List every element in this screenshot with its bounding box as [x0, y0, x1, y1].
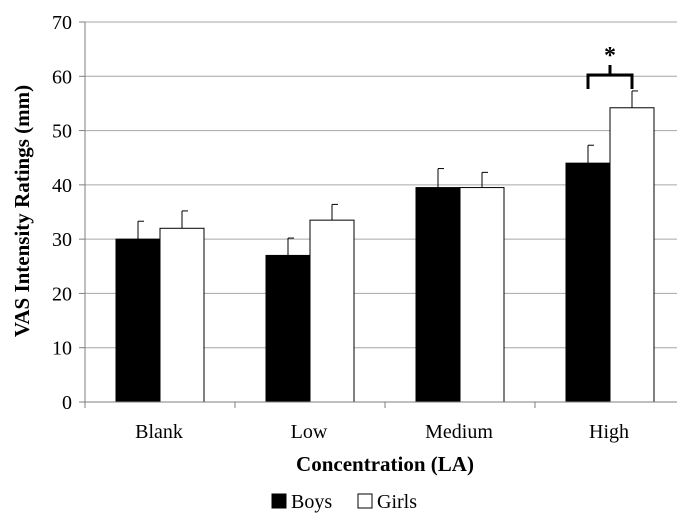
- legend-label-boys: Boys: [291, 491, 332, 513]
- x-tick-label: Blank: [135, 421, 183, 443]
- y-tick-label: 0: [62, 392, 72, 414]
- x-tick-label: Low: [291, 421, 328, 443]
- y-axis-title: VAS Intensity Ratings (mm): [10, 85, 34, 337]
- significance-star: *: [604, 43, 616, 69]
- bar-boys: [115, 238, 161, 403]
- bar-girls: [159, 227, 205, 403]
- y-tick-label: 40: [52, 175, 72, 197]
- bar-boys: [415, 187, 461, 403]
- x-tick-label: High: [589, 421, 629, 443]
- bar-girls: [309, 219, 355, 403]
- legend: Boys Girls: [271, 491, 417, 513]
- y-tick-label: 30: [52, 229, 72, 251]
- bar-girls: [459, 187, 505, 403]
- legend-swatch-boys: [271, 493, 287, 509]
- axes-group: [79, 21, 677, 408]
- bar-boys: [265, 254, 311, 403]
- x-tick-labels: Blank Low Medium High: [135, 421, 629, 443]
- x-axis-title: Concentration (LA): [296, 452, 474, 476]
- y-tick-labels: 0 10 20 30 40 50 60 70: [52, 12, 72, 414]
- bar-boys: [565, 162, 611, 403]
- y-tick-label: 10: [52, 338, 72, 360]
- bar-girls: [609, 107, 655, 403]
- significance-annotation: *: [586, 43, 634, 89]
- y-tick-label: 60: [52, 66, 72, 88]
- y-tick-label: 20: [52, 283, 72, 305]
- y-tick-label: 50: [52, 121, 72, 143]
- y-tick-label: 70: [52, 12, 72, 34]
- legend-swatch-girls: [357, 493, 373, 509]
- x-tick-label: Medium: [425, 421, 493, 443]
- error-bars-group: [137, 90, 638, 256]
- bars-group: [115, 107, 655, 403]
- significance-bracket: [586, 64, 634, 89]
- legend-label-girls: Girls: [377, 491, 417, 513]
